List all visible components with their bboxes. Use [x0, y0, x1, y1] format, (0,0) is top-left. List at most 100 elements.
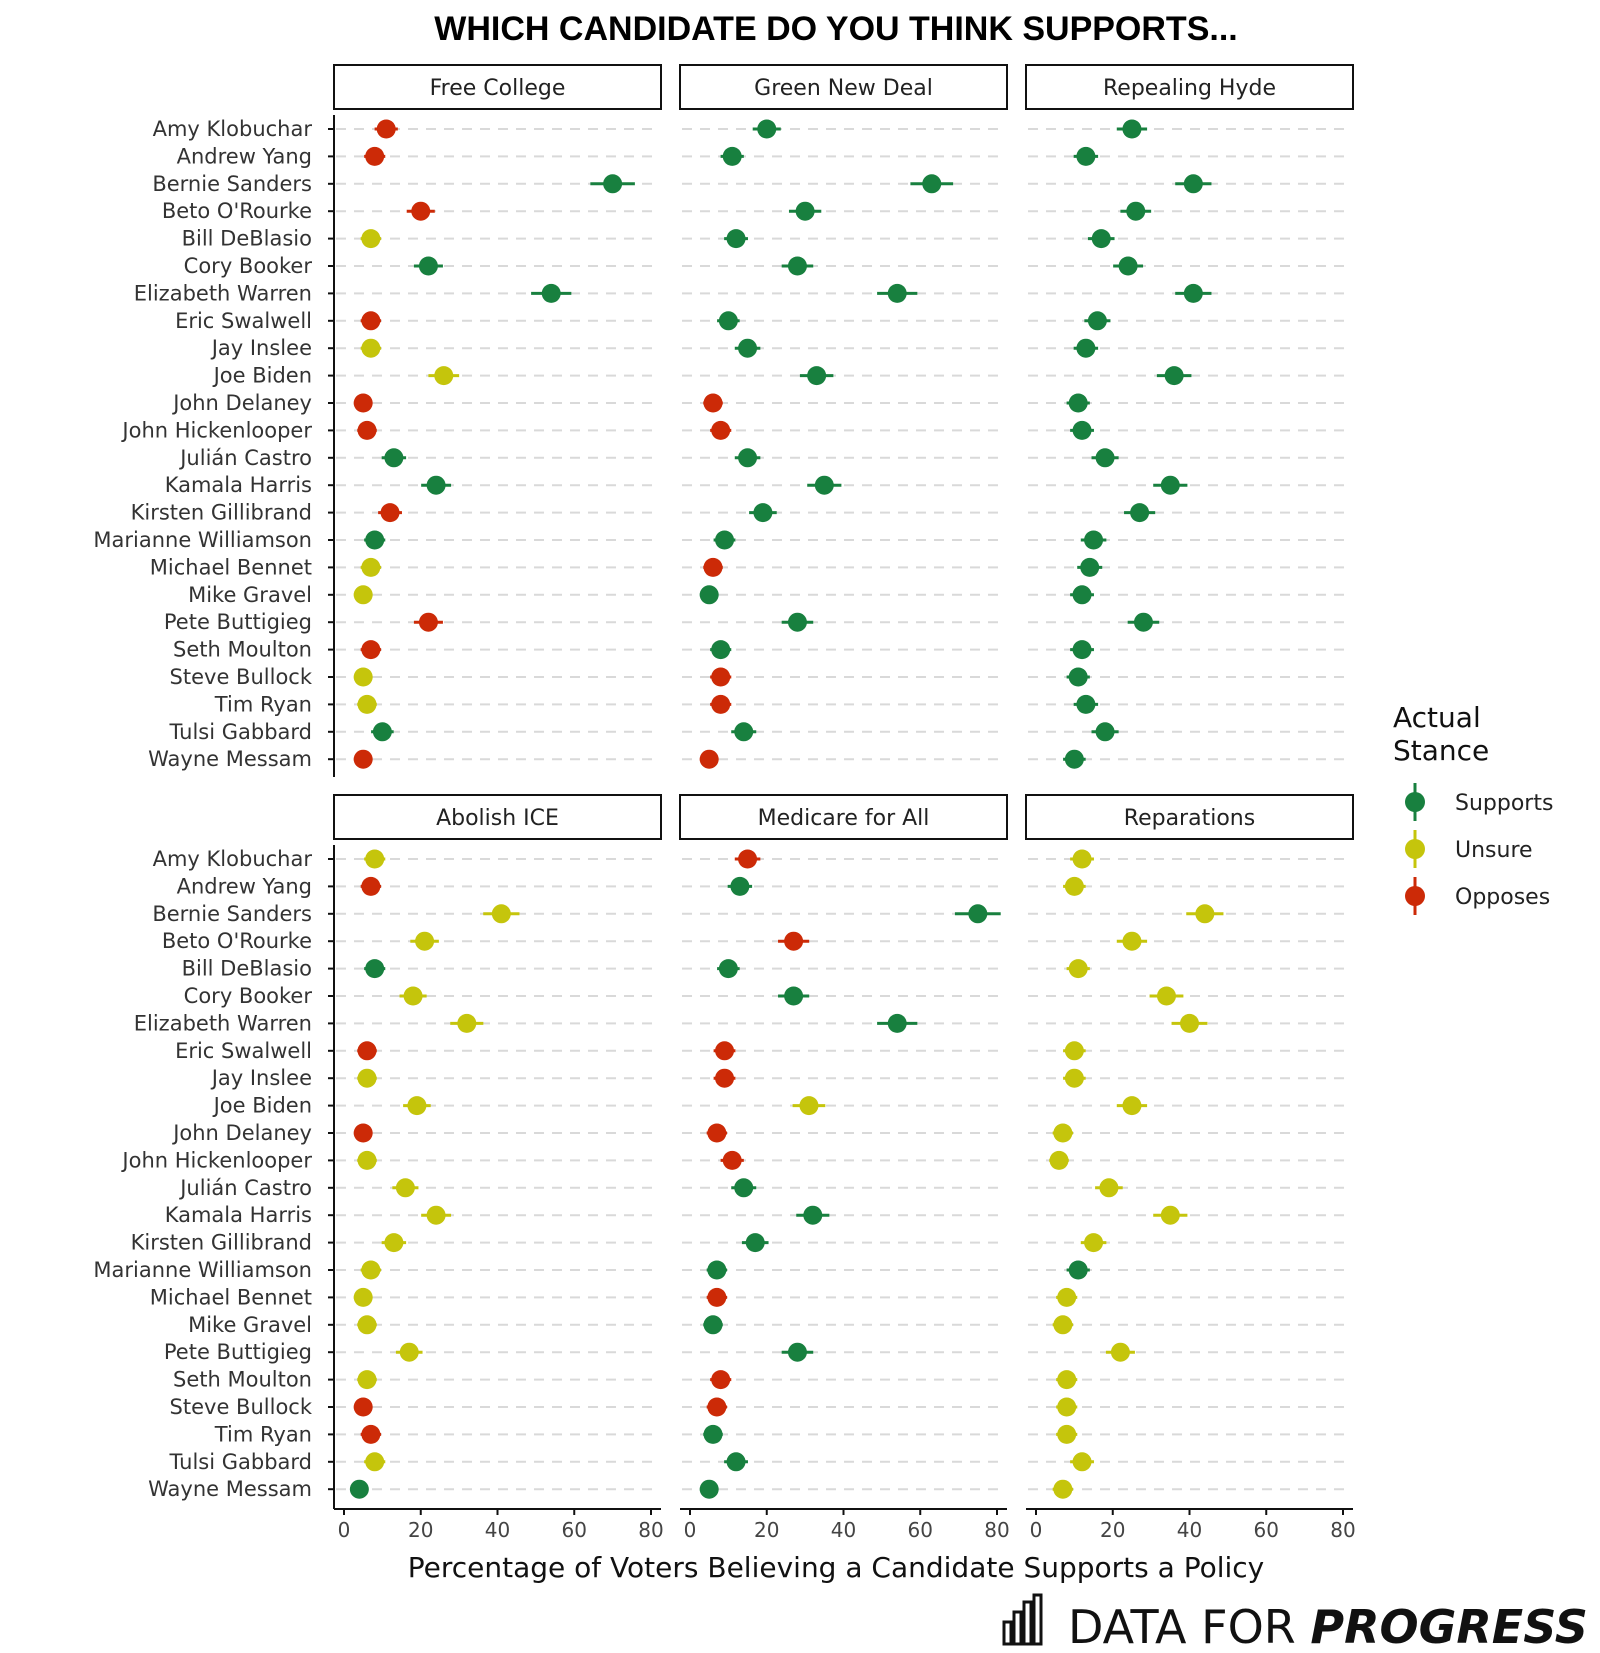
data-point — [699, 749, 719, 769]
data-point — [1057, 1287, 1077, 1307]
data-point — [787, 1342, 807, 1362]
data-point — [361, 338, 381, 358]
data-point — [753, 503, 773, 523]
data-point — [361, 876, 381, 896]
data-point — [711, 1370, 731, 1390]
data-point — [718, 959, 738, 979]
data-point — [384, 1233, 404, 1253]
candidate-label: Cory Booker — [184, 254, 313, 278]
data-point — [968, 904, 988, 924]
candidate-label: Tulsi Gabbard — [169, 720, 313, 744]
panel-strip — [1025, 794, 1354, 840]
data-point — [353, 667, 373, 687]
data-point — [1057, 1424, 1077, 1444]
candidate-label: Elizabeth Warren — [134, 1011, 312, 1035]
candidate-label: Amy Klobuchar — [153, 117, 313, 141]
data-point — [361, 311, 381, 331]
brand-logo: DATA FOR PROGRESS — [1002, 1593, 1588, 1653]
candidate-label: Seth Moulton — [173, 638, 312, 662]
data-point — [795, 201, 815, 221]
data-point — [418, 256, 438, 276]
panel-abolish-ice: Abolish ICE 0 20 40 60 80 Amy Klobuchar Andrew … — [93, 794, 664, 1542]
panel-strip-label: Abolish ICE — [436, 806, 559, 831]
data-point — [711, 667, 731, 687]
data-point — [357, 1150, 377, 1170]
data-point — [361, 1260, 381, 1280]
candidate-label: Andrew Yang — [177, 144, 312, 168]
candidate-label: Tulsi Gabbard — [169, 1450, 313, 1474]
data-point — [1068, 393, 1088, 413]
data-point — [365, 849, 385, 869]
data-point — [784, 931, 804, 951]
data-point — [1053, 1315, 1073, 1335]
data-point — [357, 420, 377, 440]
data-point — [703, 1424, 723, 1444]
data-point — [361, 557, 381, 577]
data-point — [787, 612, 807, 632]
data-point — [353, 393, 373, 413]
data-point — [1118, 256, 1138, 276]
x-tick-label: 0 — [338, 1518, 351, 1542]
data-point — [357, 694, 377, 714]
data-point — [1084, 1233, 1104, 1253]
data-point — [361, 229, 381, 249]
candidate-label: Wayne Messam — [148, 747, 312, 771]
candidate-label: Michael Bennet — [150, 1285, 312, 1309]
panel-strip — [1025, 64, 1354, 110]
data-point — [353, 1397, 373, 1417]
candidate-label: Marianne Williamson — [93, 528, 312, 552]
candidate-label: Steve Bullock — [170, 665, 313, 689]
data-point — [1130, 503, 1150, 523]
candidate-label: Joe Biden — [212, 364, 312, 388]
panel-free-college: Free College Amy Klobuchar Andrew Yang Bern… — [93, 64, 662, 777]
data-point — [1195, 904, 1215, 924]
data-point — [734, 1178, 754, 1198]
data-point — [1049, 1150, 1069, 1170]
data-point — [1072, 420, 1092, 440]
x-tick-label: 60 — [1254, 1518, 1279, 1542]
data-point — [745, 1233, 765, 1253]
data-point — [1095, 722, 1115, 742]
data-point — [1099, 1178, 1119, 1198]
data-point — [734, 722, 754, 742]
panel-green-new-deal: Green New Deal — [679, 64, 1008, 769]
candidate-label: Pete Buttigieg — [164, 610, 312, 634]
candidate-label: Eric Swalwell — [175, 1039, 312, 1063]
candidate-label: Julián Castro — [178, 1176, 312, 1200]
candidate-label: Tim Ryan — [214, 1422, 312, 1446]
x-tick-label: 40 — [831, 1518, 856, 1542]
candidate-label: Kamala Harris — [165, 1203, 312, 1227]
candidate-label: Jay Inslee — [210, 1066, 312, 1090]
data-point — [1076, 694, 1096, 714]
candidate-label: John Delaney — [171, 391, 312, 415]
panel-strip — [679, 64, 1008, 110]
candidate-label: Amy Klobuchar — [153, 847, 313, 871]
data-point — [707, 1287, 727, 1307]
brand-text-bold: PROGRESS — [1310, 1600, 1587, 1653]
data-point — [703, 393, 723, 413]
candidate-label: Tim Ryan — [214, 692, 312, 716]
panel-reparations: Reparations 0 20 40 60 80 — [1025, 794, 1356, 1542]
data-point — [738, 849, 758, 869]
data-point — [1156, 986, 1176, 1006]
data-point — [457, 1013, 477, 1033]
data-point — [814, 475, 834, 495]
candidate-label: Kamala Harris — [165, 473, 312, 497]
data-point — [1180, 1013, 1199, 1033]
data-point — [707, 1123, 727, 1143]
data-point — [707, 1397, 727, 1417]
data-point — [738, 448, 758, 468]
data-point — [491, 904, 511, 924]
candidate-label: John Delaney — [171, 1121, 312, 1145]
data-point — [1068, 667, 1088, 687]
data-point — [711, 640, 731, 660]
data-point — [738, 338, 758, 358]
data-point — [361, 640, 381, 660]
data-point — [803, 1205, 823, 1225]
data-point — [1076, 338, 1096, 358]
data-point — [1057, 1397, 1077, 1417]
legend-key-dot — [1405, 886, 1425, 906]
data-point — [541, 283, 561, 303]
legend: Actual Stance Supports Unsure Opposes — [1393, 701, 1553, 915]
candidate-label: Eric Swalwell — [175, 309, 312, 333]
